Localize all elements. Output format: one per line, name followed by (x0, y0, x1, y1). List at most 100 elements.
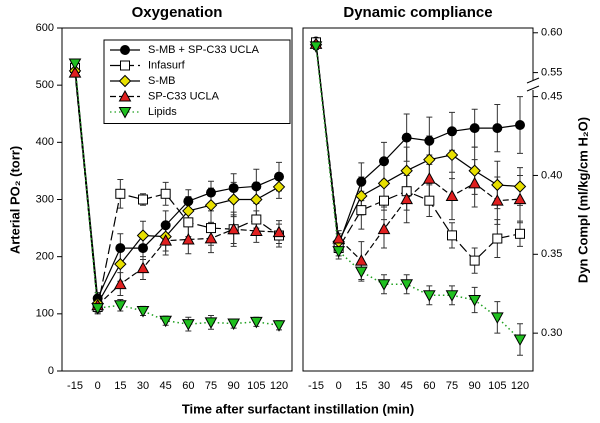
legend-label: SP-C33 UCLA (148, 90, 220, 102)
marker (249, 316, 263, 329)
marker (181, 319, 195, 331)
series-line (315, 46, 521, 340)
axis-break-mark (526, 77, 540, 84)
x-tick-label: 30 (137, 380, 149, 392)
marker (115, 188, 126, 199)
y-tick-label: 0.60 (541, 27, 562, 39)
marker (377, 279, 391, 291)
marker (377, 222, 391, 235)
marker (332, 231, 346, 244)
marker (490, 194, 504, 206)
x-tick-label: 120 (270, 380, 288, 392)
marker (513, 180, 527, 193)
marker (490, 312, 504, 324)
marker (377, 177, 391, 190)
x-tick-label: 60 (182, 380, 194, 392)
right-frame (302, 27, 534, 372)
y-tick-label: 600 (36, 22, 54, 34)
x-axis-label: Time after surfactant instillation (min) (182, 401, 414, 416)
marker (400, 164, 413, 177)
y-tick-label: 0.45 (541, 91, 562, 103)
chart-title: Dynamic compliance (343, 4, 492, 21)
marker (136, 261, 150, 274)
marker (354, 266, 368, 279)
marker (447, 126, 457, 137)
marker (272, 225, 286, 238)
marker (354, 254, 368, 266)
marker (159, 234, 173, 246)
series-line (74, 70, 280, 306)
marker (160, 188, 171, 199)
legend-box (103, 39, 291, 124)
marker (250, 193, 263, 206)
marker (513, 334, 527, 346)
marker (272, 180, 286, 194)
marker (138, 243, 148, 254)
x-tick-label: 75 (446, 380, 458, 392)
marker (160, 220, 171, 231)
legend-marker (120, 45, 130, 55)
marker (422, 290, 436, 302)
y-tick-label: 300 (36, 193, 54, 205)
x-tick-label: 90 (228, 380, 240, 392)
x-tick-label: 15 (355, 380, 367, 392)
legend-label: Lipids (148, 106, 177, 118)
marker (206, 223, 216, 234)
axis-break-gap (529, 80, 539, 90)
series-line (74, 72, 280, 307)
x-tick-label: 45 (160, 380, 172, 392)
marker (468, 176, 482, 189)
marker (68, 58, 82, 70)
series-line (74, 65, 280, 301)
marker (445, 189, 459, 201)
series-line (315, 42, 521, 262)
marker (204, 231, 218, 244)
legend-label: S-MB (148, 75, 176, 87)
y-tick-label: 0.55 (541, 66, 562, 78)
marker (356, 205, 367, 216)
legend-label: Infasurf (148, 59, 186, 71)
marker (469, 255, 480, 266)
marker (204, 317, 218, 329)
marker (227, 193, 240, 206)
y-axis-label: Arterial PO₂ (torr) (7, 146, 22, 254)
marker (251, 214, 262, 225)
marker (379, 195, 389, 206)
marker (227, 318, 241, 331)
series-line (74, 67, 280, 308)
x-tick-label: 75 (205, 380, 217, 392)
marker (400, 279, 414, 291)
x-tick-label: -15 (67, 380, 83, 392)
marker (183, 217, 194, 228)
marker (249, 224, 263, 236)
marker (513, 192, 527, 205)
marker (114, 257, 127, 271)
marker (356, 176, 367, 187)
axis-break-mark (526, 85, 540, 92)
marker (91, 303, 105, 315)
series-line (315, 41, 521, 246)
marker (272, 320, 286, 332)
marker (400, 192, 414, 205)
marker (274, 171, 284, 182)
x-tick-label: 105 (247, 380, 265, 392)
marker (515, 228, 525, 239)
x-tick-label: 0 (336, 380, 342, 392)
y-tick-label: 0.35 (541, 248, 562, 260)
legend-label: S-MB + SP-C33 UCLA (148, 44, 260, 56)
y-tick-label: 200 (36, 251, 54, 263)
marker (183, 196, 194, 207)
marker (68, 66, 82, 78)
marker (468, 164, 481, 177)
marker (379, 156, 389, 167)
marker (423, 153, 436, 166)
x-tick-label: 0 (95, 380, 101, 392)
x-tick-label: 30 (378, 380, 390, 392)
marker (422, 172, 436, 184)
legend-marker (118, 89, 132, 102)
marker (159, 315, 173, 328)
marker (136, 305, 150, 318)
series-line (74, 63, 280, 327)
marker (469, 123, 480, 134)
